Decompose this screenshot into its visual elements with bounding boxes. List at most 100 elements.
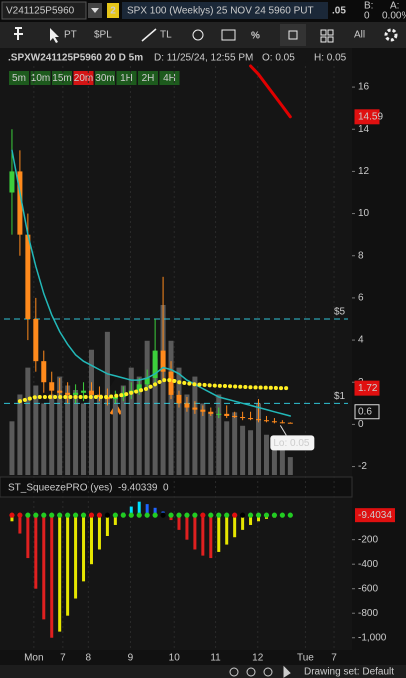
volume-bar bbox=[232, 412, 238, 475]
volume-bar bbox=[176, 367, 182, 475]
candle-body bbox=[192, 407, 198, 410]
gear-icon[interactable] bbox=[384, 28, 398, 42]
tl-label: TL bbox=[160, 30, 172, 41]
histogram-bar bbox=[153, 507, 157, 516]
histogram-bar bbox=[18, 515, 22, 534]
candle-body bbox=[216, 413, 222, 415]
candle-body bbox=[49, 382, 55, 391]
squeeze-dot bbox=[216, 512, 222, 518]
symbol-box[interactable] bbox=[1, 1, 87, 20]
candle-body bbox=[81, 390, 87, 393]
histogram-bar bbox=[201, 515, 205, 556]
volume-bar bbox=[120, 385, 126, 475]
annotation: Lo: 0.05 bbox=[273, 438, 310, 449]
timeframe-label: 4H bbox=[163, 73, 176, 84]
volume-bar bbox=[96, 394, 102, 475]
timeframe-button[interactable] bbox=[52, 71, 72, 85]
symbol: V241125P5960 bbox=[6, 6, 75, 17]
price-label: 14.59 bbox=[358, 111, 383, 122]
price-axis-bg bbox=[352, 48, 406, 665]
series-line bbox=[11, 149, 292, 417]
volume-bar bbox=[9, 421, 15, 475]
volume-bar bbox=[200, 403, 206, 475]
rect-icon[interactable] bbox=[221, 29, 236, 41]
y-tick-label: -800 bbox=[358, 608, 378, 619]
description: SPX 100 (Weeklys) 25 NOV 24 5960 PUT bbox=[127, 6, 314, 17]
price-label-box bbox=[354, 404, 380, 420]
candle-body bbox=[208, 411, 214, 414]
x-tick-label: 9 bbox=[128, 653, 134, 664]
badge[interactable] bbox=[107, 3, 119, 18]
x-tick-label: Tue bbox=[297, 653, 314, 664]
study-value-box bbox=[355, 508, 395, 523]
timeframe-button[interactable] bbox=[9, 71, 29, 85]
drawing-set: Drawing set: Default bbox=[304, 667, 394, 678]
timeframe-button[interactable] bbox=[116, 71, 137, 85]
histogram-bar bbox=[58, 515, 62, 632]
histogram-bar bbox=[209, 515, 213, 559]
candle-body bbox=[136, 384, 142, 391]
histogram-bar bbox=[82, 515, 86, 582]
squeeze-dot bbox=[271, 512, 278, 518]
series-line bbox=[17, 378, 293, 404]
level-label: $1 bbox=[334, 391, 346, 402]
volume-bar bbox=[41, 403, 47, 475]
squeeze-dot bbox=[65, 512, 71, 518]
volume-bar bbox=[240, 425, 246, 475]
volume-bar bbox=[17, 394, 23, 475]
histogram-bar bbox=[193, 515, 197, 550]
timeframe-label: 2H bbox=[142, 73, 155, 84]
timeframe-button[interactable] bbox=[30, 71, 51, 85]
volume-bar bbox=[287, 457, 293, 475]
pin-icon[interactable] bbox=[14, 27, 23, 40]
trendline-icon[interactable] bbox=[141, 28, 157, 42]
squeeze-dot bbox=[279, 512, 285, 518]
squeeze-dot bbox=[247, 512, 254, 518]
volume-bar bbox=[73, 390, 79, 475]
candle-body bbox=[57, 390, 63, 393]
volume-bar bbox=[88, 349, 94, 475]
candle-body bbox=[240, 417, 246, 419]
timeframe-label: 30m bbox=[95, 73, 114, 84]
histogram-bar bbox=[241, 515, 245, 530]
squeeze-dot bbox=[232, 512, 238, 518]
y-tick-label: -400 bbox=[358, 559, 378, 570]
square-button[interactable] bbox=[280, 24, 306, 46]
timeframe-button[interactable] bbox=[138, 71, 158, 85]
candle-body bbox=[271, 421, 277, 423]
histogram-bar bbox=[225, 515, 229, 545]
x-tick-label: 8 bbox=[86, 653, 92, 664]
study-value: -9.40339 bbox=[118, 483, 158, 494]
volume-bar bbox=[160, 305, 166, 475]
chart-symbol: .SPXW241125P5960 20 D 5m bbox=[8, 53, 143, 64]
ask-label: A: bbox=[390, 1, 399, 12]
squeeze-dot bbox=[9, 512, 15, 518]
timeframe-label: 5m bbox=[12, 73, 26, 84]
squeeze-dot bbox=[72, 512, 79, 518]
y-tick-label: -200 bbox=[358, 534, 378, 545]
squeeze-dot bbox=[112, 512, 118, 518]
y-tick-label: -1,000 bbox=[358, 632, 387, 643]
pointer-label: PT bbox=[64, 30, 77, 41]
candle-body bbox=[152, 350, 158, 379]
chart-header bbox=[4, 48, 352, 66]
volume-bar bbox=[152, 358, 158, 475]
volume-bar bbox=[168, 340, 174, 475]
pointer-icon[interactable] bbox=[50, 28, 59, 43]
volume-bar bbox=[33, 385, 39, 475]
squeeze-dot bbox=[128, 512, 134, 518]
candle-body bbox=[287, 422, 293, 424]
squeeze-dot bbox=[104, 512, 110, 518]
timeframe-button[interactable] bbox=[95, 71, 115, 85]
y-tick-label: 4 bbox=[358, 335, 364, 346]
grid-icon[interactable] bbox=[320, 29, 334, 43]
clock-icon[interactable] bbox=[192, 29, 204, 41]
series-line bbox=[249, 64, 292, 119]
candle-body bbox=[73, 392, 79, 395]
squeeze-dot bbox=[88, 512, 95, 518]
study-last-label: -9.4034 bbox=[358, 510, 392, 521]
volume-bar bbox=[49, 394, 55, 475]
candle-body bbox=[248, 418, 254, 420]
time-axis-bg bbox=[0, 650, 406, 665]
